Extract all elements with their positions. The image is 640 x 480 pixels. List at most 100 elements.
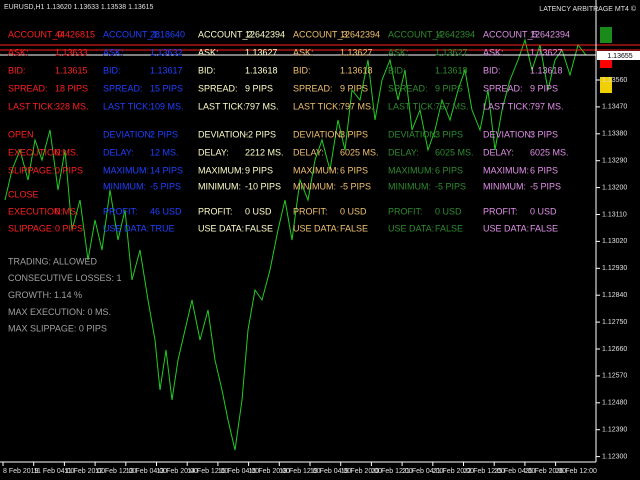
price-label: 1.12930 — [602, 265, 627, 272]
detail-value: FALSE — [530, 223, 558, 233]
time-label: 11 Feb 20:00 — [64, 468, 105, 475]
price-label: 1.13110 — [602, 211, 627, 218]
account-value: 44426815 — [55, 29, 95, 39]
account-value: 9 PIPS — [245, 83, 273, 93]
price-label: 1.12480 — [602, 400, 627, 407]
detail-value: 14 PIPS — [150, 165, 183, 175]
detail-value: 3 PIPS — [435, 129, 463, 139]
account-label: SPREAD: — [388, 83, 428, 93]
detail-label: DELAY: — [483, 147, 514, 157]
time-label: 15 Feb 20:00 — [249, 468, 290, 475]
account-value: 12642394 — [340, 29, 380, 39]
detail-value: 3 PIPS — [530, 129, 558, 139]
price-label: 1.12840 — [602, 292, 627, 299]
price-label: 1.12300 — [602, 453, 627, 460]
account-value: 1.13627 — [245, 47, 278, 57]
detail-value: 3 PIPS — [340, 129, 368, 139]
detail-label: MAXIMUM: — [483, 165, 529, 175]
time-label: 13 Feb 04:00 — [126, 468, 167, 475]
account-value: 9 PIPS — [530, 83, 558, 93]
price-label: 1.13470 — [602, 104, 627, 111]
detail-label: DEVIATION: — [293, 129, 343, 139]
product-name: LATENCY ARBITRAGE MT4 © — [539, 5, 637, 13]
account-label: SPREAD: — [483, 83, 523, 93]
account-label: LAST TICK: — [8, 101, 56, 111]
account-label: ACCOUNT_0: — [8, 29, 65, 39]
account-label: ACCOUNT_5: — [483, 29, 540, 39]
account-label: LAST TICK: — [388, 101, 436, 111]
price-label: 1.13290 — [602, 158, 627, 165]
detail-value: 2 PIPS — [150, 129, 178, 139]
yellow-button[interactable] — [600, 77, 612, 93]
status-line: CONSECUTIVE LOSSES: 1 — [8, 273, 122, 283]
detail-label: MAXIMUM: — [103, 165, 149, 175]
time-label: 15 Feb 04:00 — [218, 468, 259, 475]
account-value: 1.13633 — [55, 47, 88, 57]
account-value: 1.13618 — [245, 65, 278, 75]
detail-label: DEVIATION: — [483, 129, 533, 139]
detail-value: -10 PIPS — [245, 181, 281, 191]
account-label: LAST TICK: — [483, 101, 531, 111]
detail-value: 6025 MS. — [435, 147, 474, 157]
detail-value: 0 USD — [340, 206, 367, 216]
account-label: BID: — [293, 65, 311, 75]
detail-value: 6 PIPS — [340, 165, 368, 175]
detail-label: SLIPPAGE: — [8, 223, 54, 233]
time-label: 12 Feb 12:00 — [95, 468, 136, 475]
account-value: 9 PIPS — [435, 83, 463, 93]
detail-value: FALSE — [245, 223, 273, 233]
detail-label: DELAY: — [293, 147, 324, 157]
price-label: 1.12570 — [602, 373, 627, 380]
detail-label: DEVIATION: — [198, 129, 248, 139]
status-line: MAX EXECUTION: 0 MS. — [8, 307, 111, 317]
detail-label: MINIMUM: — [293, 181, 336, 191]
account-value: 1.13632 — [150, 47, 183, 57]
detail-value: -5 PIPS — [150, 181, 181, 191]
status-line: MAX SLIPPAGE: 0 PIPS — [8, 324, 107, 334]
detail-label: DELAY: — [388, 147, 419, 157]
detail-value: 0 USD — [245, 206, 272, 216]
account-label: SPREAD: — [103, 83, 143, 93]
detail-value: FALSE — [435, 223, 463, 233]
price-label: 1.12750 — [602, 319, 627, 326]
price-highlight — [597, 51, 640, 60]
detail-label: DELAY: — [198, 147, 229, 157]
detail-value: FALSE — [340, 223, 368, 233]
time-label: 19 Feb 20:00 — [341, 468, 382, 475]
detail-label: MAXIMUM: — [198, 165, 244, 175]
detail-label: USE DATA: — [483, 223, 529, 233]
detail-label: PROFIT: — [388, 206, 423, 216]
account-value: 328 MS. — [55, 101, 89, 111]
time-label: 11 Feb 04:00 — [34, 468, 75, 475]
detail-label: DEVIATION: — [388, 129, 438, 139]
account-label: SPREAD: — [293, 83, 333, 93]
account-value: 1.13627 — [530, 47, 563, 57]
detail-value: 0 USD — [435, 206, 462, 216]
detail-value: -5 PIPS — [340, 181, 371, 191]
time-label: 19 Feb 04:00 — [310, 468, 351, 475]
account-label: ASK: — [293, 47, 314, 57]
green-button[interactable] — [600, 27, 612, 43]
detail-label: USE DATA: — [293, 223, 339, 233]
account-label: SPREAD: — [198, 83, 238, 93]
account-value: 9 PIPS — [340, 83, 368, 93]
status-line: GROWTH: 1.14 % — [8, 290, 82, 300]
account-label: ACCOUNT_4: — [388, 29, 445, 39]
account-value: 797 MS. — [435, 101, 469, 111]
account-label: BID: — [483, 65, 501, 75]
time-label: 14 Feb 12:00 — [187, 468, 228, 475]
detail-value: -2 PIPS — [245, 129, 276, 139]
account-label: ACCOUNT_3: — [293, 29, 350, 39]
account-label: ASK: — [388, 47, 409, 57]
time-label: 8 Feb 2019 — [3, 468, 39, 475]
detail-value: 0 PIPS — [55, 223, 83, 233]
account-label: BID: — [103, 65, 121, 75]
detail-value: 6025 MS. — [530, 147, 569, 157]
account-value: 12642394 — [245, 29, 285, 39]
symbol-info: EURUSD,H1 1.13620 1.13633 1.13538 1.1361… — [4, 4, 154, 11]
time-label: 13 Feb 20:00 — [157, 468, 198, 475]
time-label: 25 Feb 04:00 — [494, 468, 535, 475]
price-label: 1.12390 — [602, 427, 627, 434]
detail-value: 0 MS. — [55, 206, 79, 216]
